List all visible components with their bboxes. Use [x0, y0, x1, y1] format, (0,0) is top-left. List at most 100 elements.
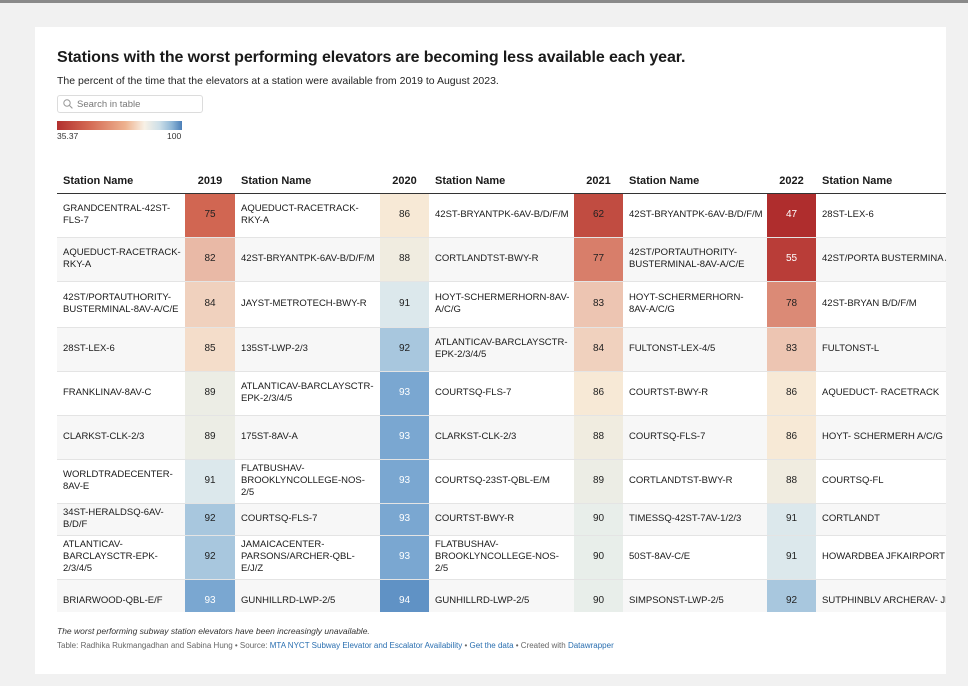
search-input[interactable]: [77, 97, 197, 111]
table-row: AQUEDUCT-RACETRACK-RKY-A 82 42ST-BRYANTPK-…: [57, 237, 946, 282]
station-name-cell: CLARKST-CLK-2/3: [57, 415, 185, 460]
browser-top-border: [0, 0, 968, 3]
source-link[interactable]: MTA NYCT Subway Elevator and Escalator A…: [269, 641, 463, 650]
station-name-cell: CORTLANDT: [816, 503, 946, 536]
table-row: BRIARWOOD-QBL-E/F 93 GUNHILLRD-LWP-2/5 94 GU…: [57, 579, 946, 612]
created-prefix: • Created with: [513, 641, 568, 650]
page-title: Stations with the worst performing eleva…: [57, 49, 686, 66]
data-table-container[interactable]: Station Name 2019 Station Name 2020 Stat…: [57, 169, 946, 612]
table-row: 42ST/PORTAUTHORITY-BUSTERMINAL-8AV-A/C/E…: [57, 281, 946, 328]
availability-cell: 93: [380, 371, 429, 416]
availability-cell: 90: [574, 535, 623, 580]
table-row: FRANKLINAV-8AV-C 89 ATLANTICAV-BARCLAYSCTR…: [57, 371, 946, 416]
availability-cell: 92: [380, 327, 429, 372]
station-name-cell: 42ST/PORTAUTHORITY-BUSTERMINAL-8AV-A/C/E: [623, 237, 767, 282]
station-name-cell: COURTSQ-FL: [816, 459, 946, 504]
station-name-cell: 42ST-BRYAN B/D/F/M: [816, 281, 946, 328]
availability-cell: 92: [185, 535, 235, 580]
station-name-cell: 42ST/PORTA BUSTERMINA A/C/E: [816, 237, 946, 282]
availability-cell: 94: [380, 579, 429, 612]
legend-max-label: 100: [167, 131, 182, 141]
station-name-cell: JAYST-METROTECH-BWY-R: [235, 281, 380, 328]
station-name-cell: HOYT-SCHERMERHORN-8AV-A/C/G: [623, 281, 767, 328]
station-name-cell: 28ST-LEX-6: [57, 327, 185, 372]
column-header-station-name[interactable]: Station Name: [429, 169, 574, 194]
column-header-2019[interactable]: 2019: [185, 169, 235, 194]
availability-cell: 78: [767, 281, 816, 328]
availability-cell: 77: [574, 237, 623, 282]
table-row: 28ST-LEX-6 85 135ST-LWP-2/3 92 ATLANTICAV-BA…: [57, 327, 946, 372]
availability-cell: 88: [767, 459, 816, 504]
station-name-cell: COURTSQ-FLS-7: [623, 415, 767, 460]
station-name-cell: CORTLANDTST-BWY-R: [429, 237, 574, 282]
availability-cell: 93: [380, 459, 429, 504]
availability-cell: 62: [574, 193, 623, 238]
station-name-cell: 135ST-LWP-2/3: [235, 327, 380, 372]
column-header-2021[interactable]: 2021: [574, 169, 623, 194]
table-header-row: Station Name 2019 Station Name 2020 Stat…: [57, 169, 946, 194]
source-prefix: • Source:: [232, 641, 270, 650]
availability-cell: 92: [185, 503, 235, 536]
station-name-cell: COURTST-BWY-R: [429, 503, 574, 536]
color-scale-legend: [57, 121, 182, 130]
data-table: Station Name 2019 Station Name 2020 Stat…: [57, 169, 946, 612]
table-search-box[interactable]: [57, 95, 203, 113]
chart-card: Stations with the worst performing eleva…: [35, 27, 946, 674]
availability-cell: 85: [185, 327, 235, 372]
station-name-cell: TIMESSQ-42ST-7AV-1/2/3: [623, 503, 767, 536]
column-header-station-name[interactable]: Station Name: [623, 169, 767, 194]
availability-cell: 83: [574, 281, 623, 328]
station-name-cell: GUNHILLRD-LWP-2/5: [429, 579, 574, 612]
station-name-cell: 175ST-8AV-A: [235, 415, 380, 460]
availability-cell: 86: [380, 193, 429, 238]
availability-cell: 91: [380, 281, 429, 328]
footer-note: The worst performing subway station elev…: [57, 626, 370, 636]
availability-cell: 84: [574, 327, 623, 372]
availability-cell: 88: [380, 237, 429, 282]
table-row: ATLANTICAV-BARCLAYSCTR-EPK-2/3/4/5 92 JAMA…: [57, 535, 946, 580]
footer-source: Table: Radhika Rukmangadhan and Sabina H…: [57, 641, 614, 650]
station-name-cell: 42ST/PORTAUTHORITY-BUSTERMINAL-8AV-A/C/E: [57, 281, 185, 328]
page-subtitle: The percent of the time that the elevato…: [57, 75, 499, 87]
search-icon: [63, 99, 73, 109]
availability-cell: 93: [380, 503, 429, 536]
availability-cell: 90: [574, 503, 623, 536]
availability-cell: 92: [767, 579, 816, 612]
separator: •: [462, 641, 470, 650]
availability-cell: 93: [185, 579, 235, 612]
station-name-cell: 28ST-LEX-6: [816, 193, 946, 238]
availability-cell: 89: [185, 371, 235, 416]
availability-cell: 93: [380, 415, 429, 460]
column-header-station-name[interactable]: Station Name: [57, 169, 185, 194]
station-name-cell: COURTSQ-FLS-7: [235, 503, 380, 536]
availability-cell: 89: [574, 459, 623, 504]
availability-cell: 90: [574, 579, 623, 612]
table-row: GRANDCENTRAL-42ST-FLS-7 75 AQUEDUCT-RACETR…: [57, 193, 946, 238]
station-name-cell: AQUEDUCT- RACETRACK: [816, 371, 946, 416]
table-row: 34ST-HERALDSQ-6AV-B/D/F 92 COURTSQ-FLS-7 93…: [57, 503, 946, 536]
availability-cell: 93: [380, 535, 429, 580]
table-row: WORLDTRADECENTER-8AV-E 91 FLATBUSHAV-BROOK…: [57, 459, 946, 504]
station-name-cell: 50ST-8AV-C/E: [623, 535, 767, 580]
table-row: CLARKST-CLK-2/3 89 175ST-8AV-A 93 CLARKST-CL…: [57, 415, 946, 460]
station-name-cell: ATLANTICAV-BARCLAYSCTR-EPK-2/3/4/5: [57, 535, 185, 580]
datawrapper-link[interactable]: Datawrapper: [567, 641, 614, 650]
station-name-cell: COURTSQ-23ST-QBL-E/M: [429, 459, 574, 504]
station-name-cell: FLATBUSHAV-BROOKLYNCOLLEGE-NOS-2/5: [429, 535, 574, 580]
station-name-cell: CLARKST-CLK-2/3: [429, 415, 574, 460]
availability-cell: 91: [767, 535, 816, 580]
station-name-cell: AQUEDUCT-RACETRACK-RKY-A: [57, 237, 185, 282]
station-name-cell: AQUEDUCT-RACETRACK-RKY-A: [235, 193, 380, 238]
get-the-data-link[interactable]: Get the data: [469, 641, 514, 650]
availability-cell: 82: [185, 237, 235, 282]
column-header-station-name[interactable]: Station Name: [816, 169, 946, 194]
column-header-2020[interactable]: 2020: [380, 169, 429, 194]
station-name-cell: HOYT-SCHERMERHORN-8AV-A/C/G: [429, 281, 574, 328]
availability-cell: 88: [574, 415, 623, 460]
column-header-2022[interactable]: 2022: [767, 169, 816, 194]
availability-cell: 84: [185, 281, 235, 328]
station-name-cell: FULTONST-L: [816, 327, 946, 372]
station-name-cell: 42ST-BRYANTPK-6AV-B/D/F/M: [235, 237, 380, 282]
station-name-cell: BRIARWOOD-QBL-E/F: [57, 579, 185, 612]
column-header-station-name[interactable]: Station Name: [235, 169, 380, 194]
